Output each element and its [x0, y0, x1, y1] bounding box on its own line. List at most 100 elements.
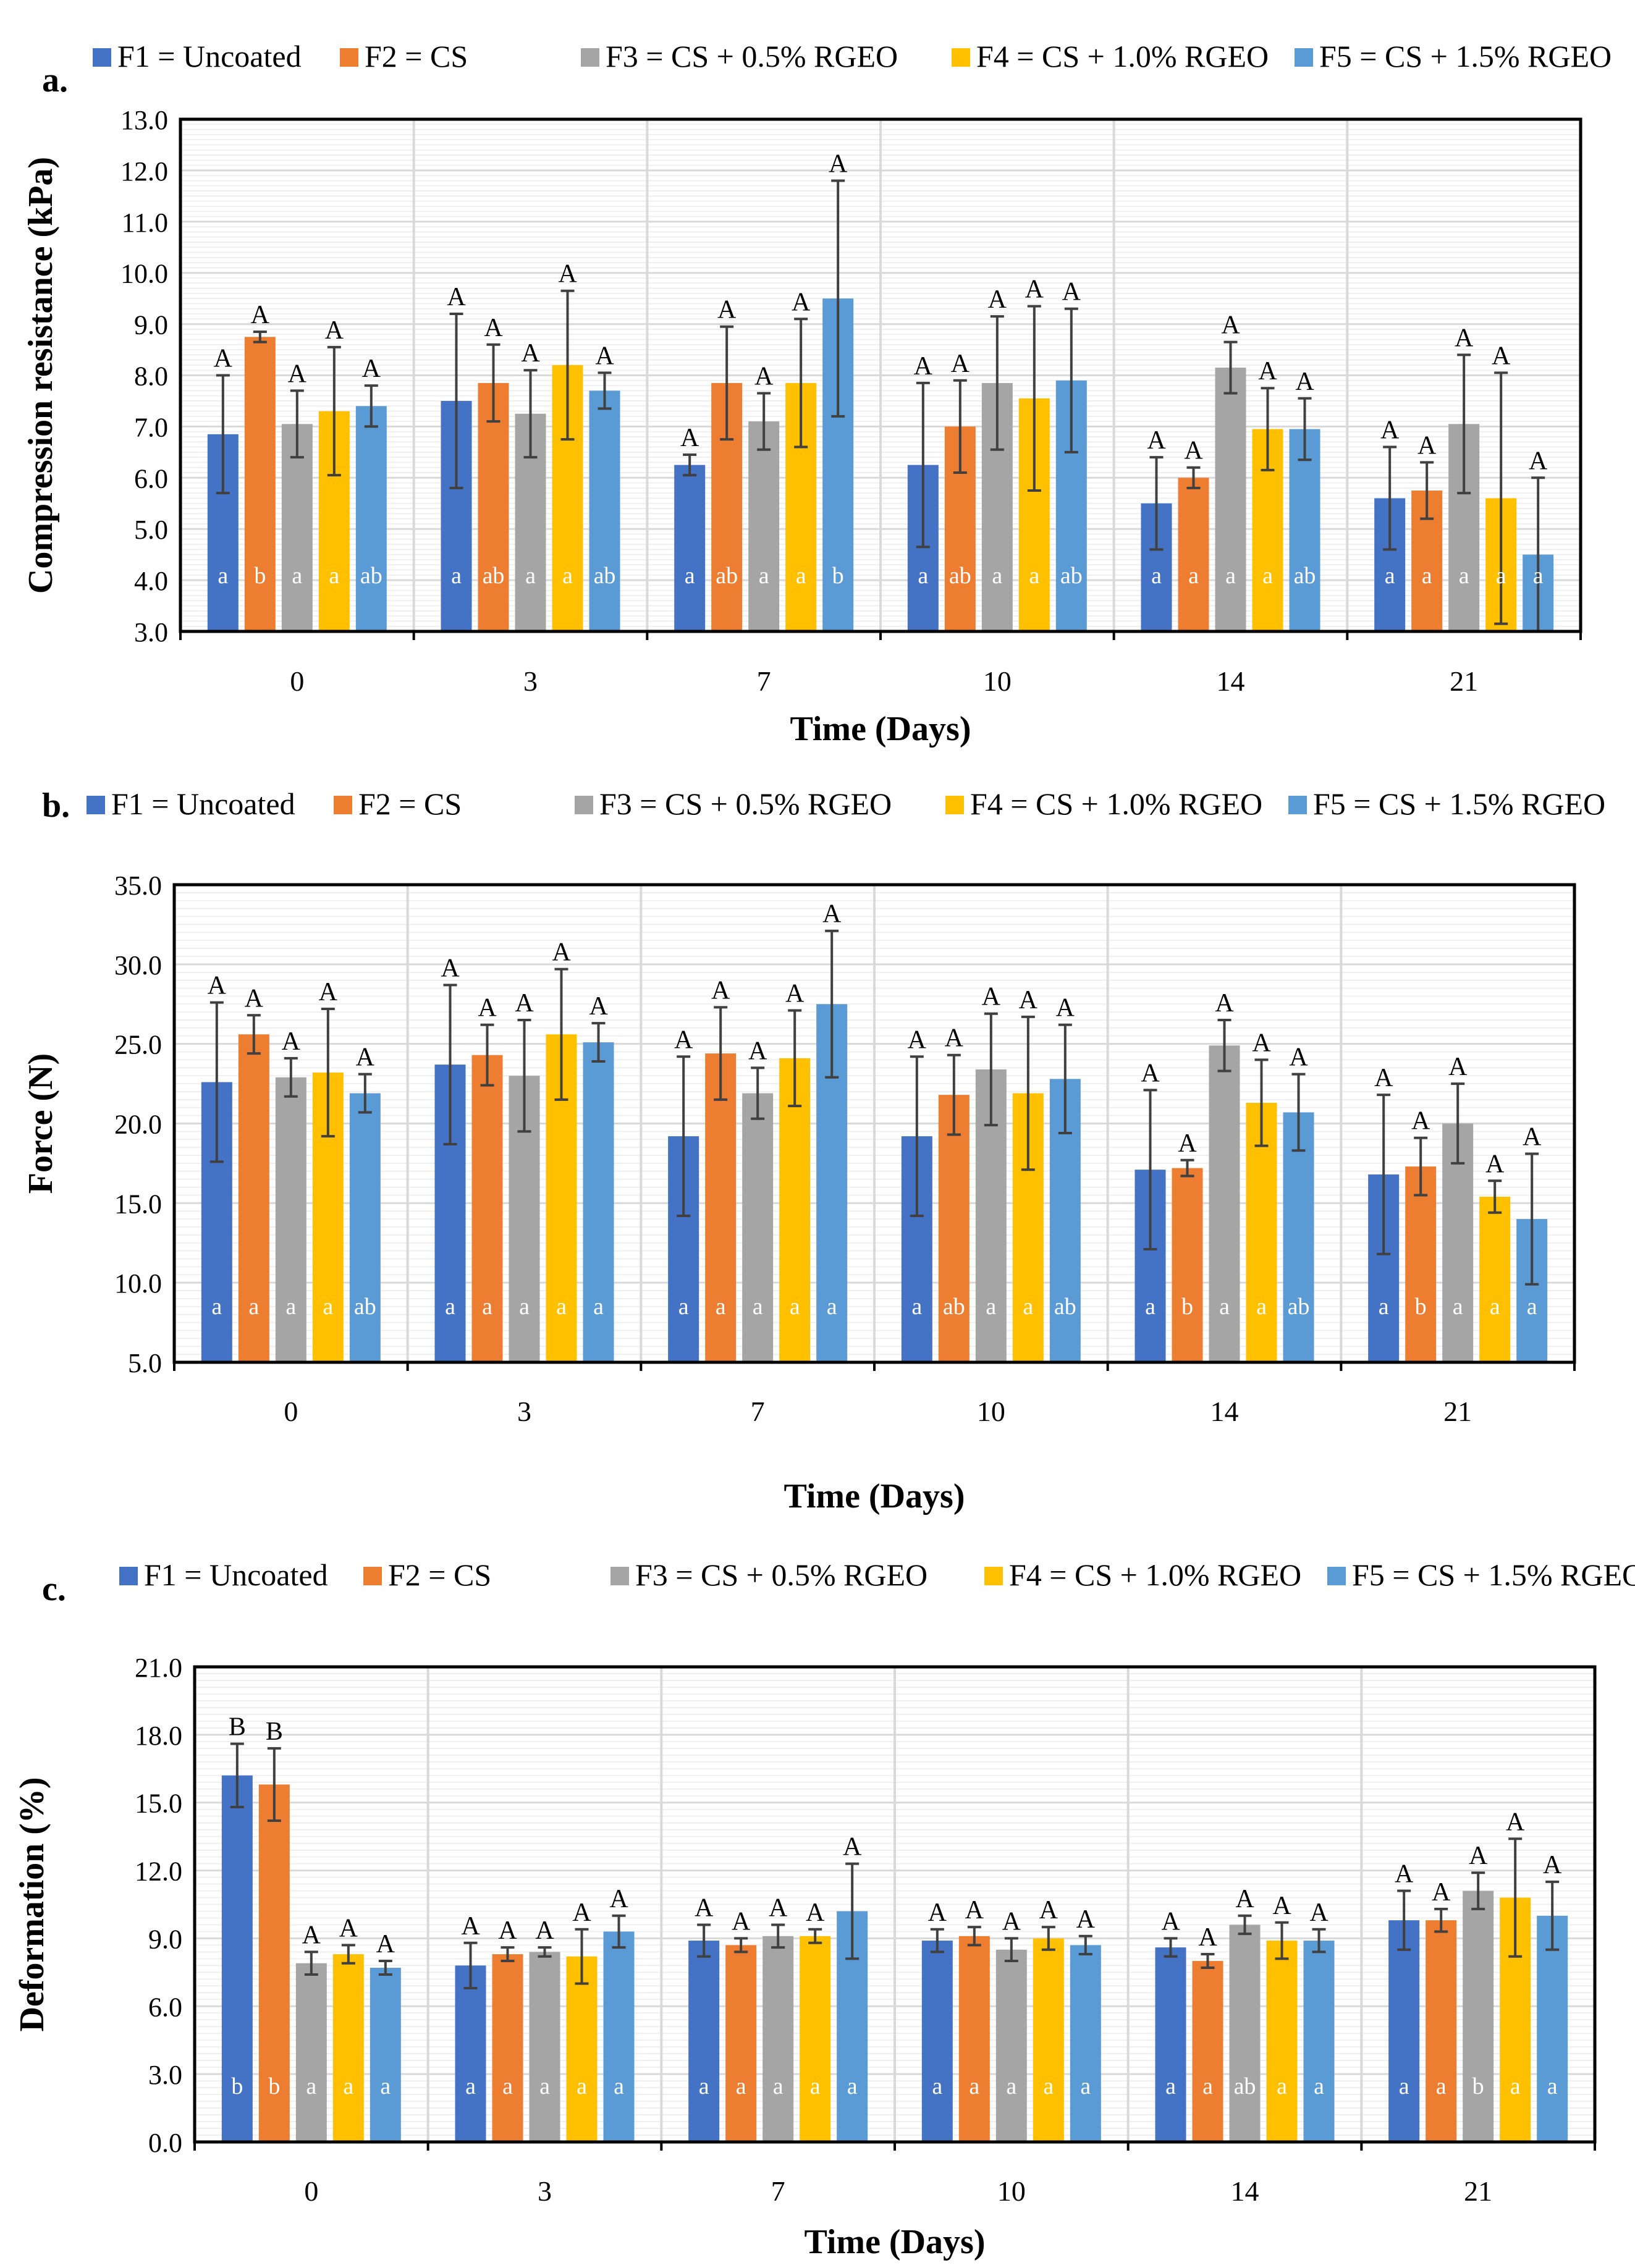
upper-letter: A — [792, 288, 811, 316]
legend-swatch-f3 — [575, 796, 593, 814]
inner-letter: ab — [1054, 1294, 1076, 1320]
bar-f4-day-10 — [1033, 1938, 1064, 2142]
upper-letter: A — [1235, 1885, 1254, 1913]
bar-f2-day-10 — [938, 1095, 970, 1362]
upper-letter: A — [609, 1885, 628, 1913]
upper-letter: A — [1272, 1892, 1291, 1920]
upper-letter: A — [558, 260, 577, 289]
bar-f2-day-3 — [478, 382, 509, 631]
chart-panel-b: 5.010.015.020.025.030.035.0AaAaAaAaAab0A… — [22, 786, 1605, 1516]
x-tick-label: 0 — [284, 1396, 298, 1427]
bar-f3-day-14 — [1209, 1045, 1240, 1362]
inner-letter: a — [1006, 2073, 1016, 2099]
upper-letter: A — [732, 1907, 751, 1936]
upper-letter: A — [769, 1894, 788, 1922]
inner-letter: a — [502, 2073, 513, 2099]
inner-letter: a — [986, 1294, 996, 1320]
bar-f2-day-7 — [705, 1053, 737, 1362]
bar-f4-day-3 — [566, 1956, 598, 2142]
bar-f5-day-3 — [589, 390, 620, 631]
upper-letter: A — [754, 363, 774, 391]
upper-letter: A — [251, 301, 270, 329]
upper-letter: A — [356, 1043, 375, 1072]
inner-letter: a — [380, 2073, 391, 2099]
inner-letter: b — [254, 563, 266, 589]
bar-f5-day-0 — [349, 1093, 381, 1362]
bar-f3-day-10 — [995, 1949, 1027, 2142]
bar-f5-day-14 — [1283, 1112, 1314, 1362]
upper-letter: A — [282, 1027, 301, 1056]
upper-letter: A — [1395, 1860, 1414, 1889]
bar-f2-day-14 — [1178, 478, 1209, 631]
legend-label-f2: F2 = CS — [358, 786, 462, 821]
x-tick-label: 3 — [523, 665, 538, 697]
inner-letter: a — [539, 2073, 550, 2099]
bar-f1-day-10 — [921, 1941, 953, 2142]
legend-swatch-f2 — [340, 48, 358, 67]
bar-f1-day-14 — [1155, 1947, 1186, 2142]
bar-f3-day-0 — [295, 1963, 327, 2142]
upper-letter: A — [1543, 1851, 1562, 1879]
inner-letter: a — [1219, 1294, 1230, 1320]
bar-f1-day-3 — [455, 1965, 486, 2142]
inner-letter: a — [1533, 563, 1544, 589]
inner-letter: ab — [483, 563, 505, 589]
bar-f2-day-0 — [238, 1034, 269, 1362]
x-axis-title: Time (Days) — [784, 1477, 965, 1516]
upper-letter: A — [319, 978, 338, 1006]
upper-letter: A — [1161, 1907, 1180, 1936]
y-axis-title: Compression resistance (kPa) — [22, 157, 60, 594]
legend-swatch-f3 — [581, 48, 599, 67]
legend-swatch-f1 — [93, 48, 111, 67]
inner-letter: b — [231, 2073, 243, 2099]
inner-letter: a — [1459, 563, 1469, 589]
legend: F1 = Uncoated F2 = CS F3 = CS + 0.5% RGEO F… — [93, 39, 1612, 74]
y-tick-label: 30.0 — [114, 950, 162, 980]
inner-letter: a — [1188, 563, 1199, 589]
legend-swatch-f4 — [984, 1567, 1003, 1585]
upper-letter: A — [1221, 311, 1240, 340]
upper-letter: A — [806, 1899, 825, 1927]
y-tick-label: 6.0 — [148, 1992, 182, 2022]
y-axis-title: Deformation (%) — [13, 1777, 51, 2031]
bar-f3-day-14 — [1215, 368, 1246, 631]
legend-label-f4: F4 = CS + 1.0% RGEO — [1009, 1558, 1301, 1592]
inner-letter: a — [1165, 2073, 1176, 2099]
bar-f3-day-21 — [1463, 1891, 1494, 2142]
legend-label-f5: F5 = CS + 1.5% RGEO — [1313, 786, 1605, 821]
legend-swatch-f5 — [1327, 1567, 1346, 1585]
x-tick-label: 7 — [771, 2175, 785, 2207]
upper-letter: A — [1448, 1053, 1468, 1081]
bar-f3-day-14 — [1229, 1924, 1261, 2142]
legend-swatch-f3 — [610, 1567, 629, 1585]
y-tick-label: 0.0 — [148, 2128, 182, 2158]
y-tick-label: 5.0 — [128, 1348, 162, 1378]
inner-letter: a — [1256, 1294, 1267, 1320]
chart-panel-a: 3.0 4.0 5.0 6.0 7.0 8.0 9.0 10.0 11.0 12.0 13.0 Aa A… — [22, 39, 1612, 748]
upper-letter: A — [214, 345, 233, 373]
x-axis-title: Time (Days) — [805, 2223, 986, 2261]
upper-letter: A — [208, 972, 227, 1000]
panel-label: c. — [42, 1570, 66, 1608]
bar-f5-day-21 — [1537, 1915, 1568, 2142]
upper-letter: A — [695, 1894, 714, 1922]
upper-letter: A — [1455, 324, 1474, 352]
inner-letter: a — [482, 1294, 492, 1320]
upper-letter: A — [1411, 1107, 1430, 1136]
inner-letter: a — [519, 1294, 530, 1320]
upper-letter: A — [680, 424, 699, 452]
inner-letter: a — [810, 2073, 821, 2099]
upper-letter: A — [829, 150, 848, 178]
upper-letter: A — [1258, 357, 1277, 386]
upper-letter: B — [229, 1713, 246, 1742]
upper-letter: A — [447, 283, 466, 311]
inner-letter: a — [1080, 2073, 1091, 2099]
legend-swatch-f4 — [952, 48, 970, 67]
upper-letter: A — [785, 980, 805, 1008]
upper-letter: A — [1039, 1896, 1058, 1924]
upper-letter: A — [515, 989, 534, 1018]
bar-f1-day-7 — [688, 1941, 720, 2142]
bar-f3-day-7 — [763, 1936, 794, 2142]
y-tick-label: 21.0 — [135, 1653, 182, 1683]
panel-label: a. — [42, 61, 68, 99]
